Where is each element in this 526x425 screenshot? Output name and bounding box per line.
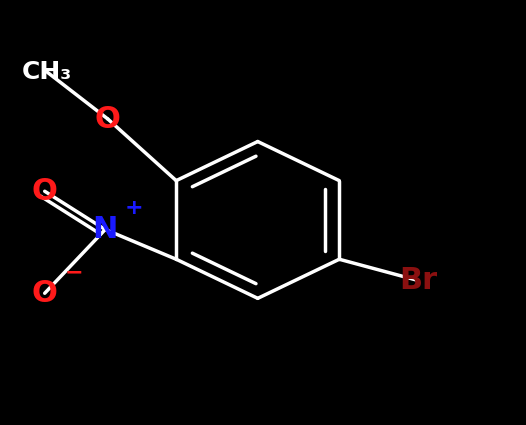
- Text: N: N: [93, 215, 118, 244]
- Text: +: +: [125, 198, 144, 218]
- Text: O: O: [32, 177, 58, 206]
- Text: Br: Br: [399, 266, 437, 295]
- Text: O: O: [95, 105, 121, 133]
- Text: CH₃: CH₃: [22, 60, 73, 84]
- Text: O: O: [32, 279, 58, 308]
- Text: −: −: [64, 262, 83, 282]
